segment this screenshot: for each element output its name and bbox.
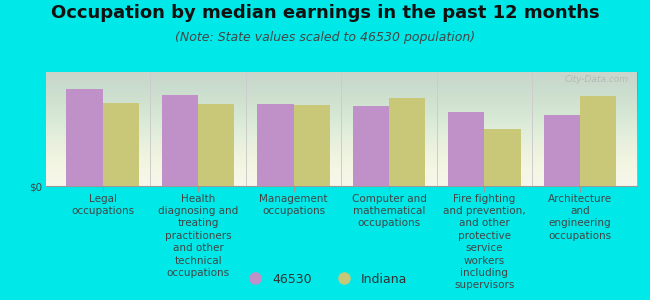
Text: Occupation by median earnings in the past 12 months: Occupation by median earnings in the pas… — [51, 4, 599, 22]
Bar — [257, 104, 294, 186]
Bar — [294, 105, 330, 186]
Text: City-Data.com: City-Data.com — [564, 75, 628, 84]
Text: (Note: State values scaled to 46530 population): (Note: State values scaled to 46530 popu… — [175, 32, 475, 44]
Bar — [580, 96, 616, 186]
Text: Computer and
mathematical
occupations: Computer and mathematical occupations — [352, 194, 426, 228]
Text: Architecture
and
engineering
occupations: Architecture and engineering occupations — [548, 194, 612, 241]
Text: Management
occupations: Management occupations — [259, 194, 328, 216]
Text: Health
diagnosing and
treating
practitioners
and other
technical
occupations: Health diagnosing and treating practitio… — [158, 194, 239, 278]
Text: Legal
occupations: Legal occupations — [72, 194, 135, 216]
Bar — [389, 98, 425, 186]
Bar — [543, 115, 580, 186]
Bar — [162, 95, 198, 186]
Bar — [103, 103, 139, 186]
Bar — [448, 112, 484, 186]
Bar — [484, 129, 521, 186]
Legend: 46530, Indiana: 46530, Indiana — [238, 268, 412, 291]
Text: Fire fighting
and prevention,
and other
protective
service
workers
including
sup: Fire fighting and prevention, and other … — [443, 194, 526, 290]
Bar — [66, 89, 103, 186]
Bar — [198, 104, 235, 186]
Bar — [353, 106, 389, 186]
